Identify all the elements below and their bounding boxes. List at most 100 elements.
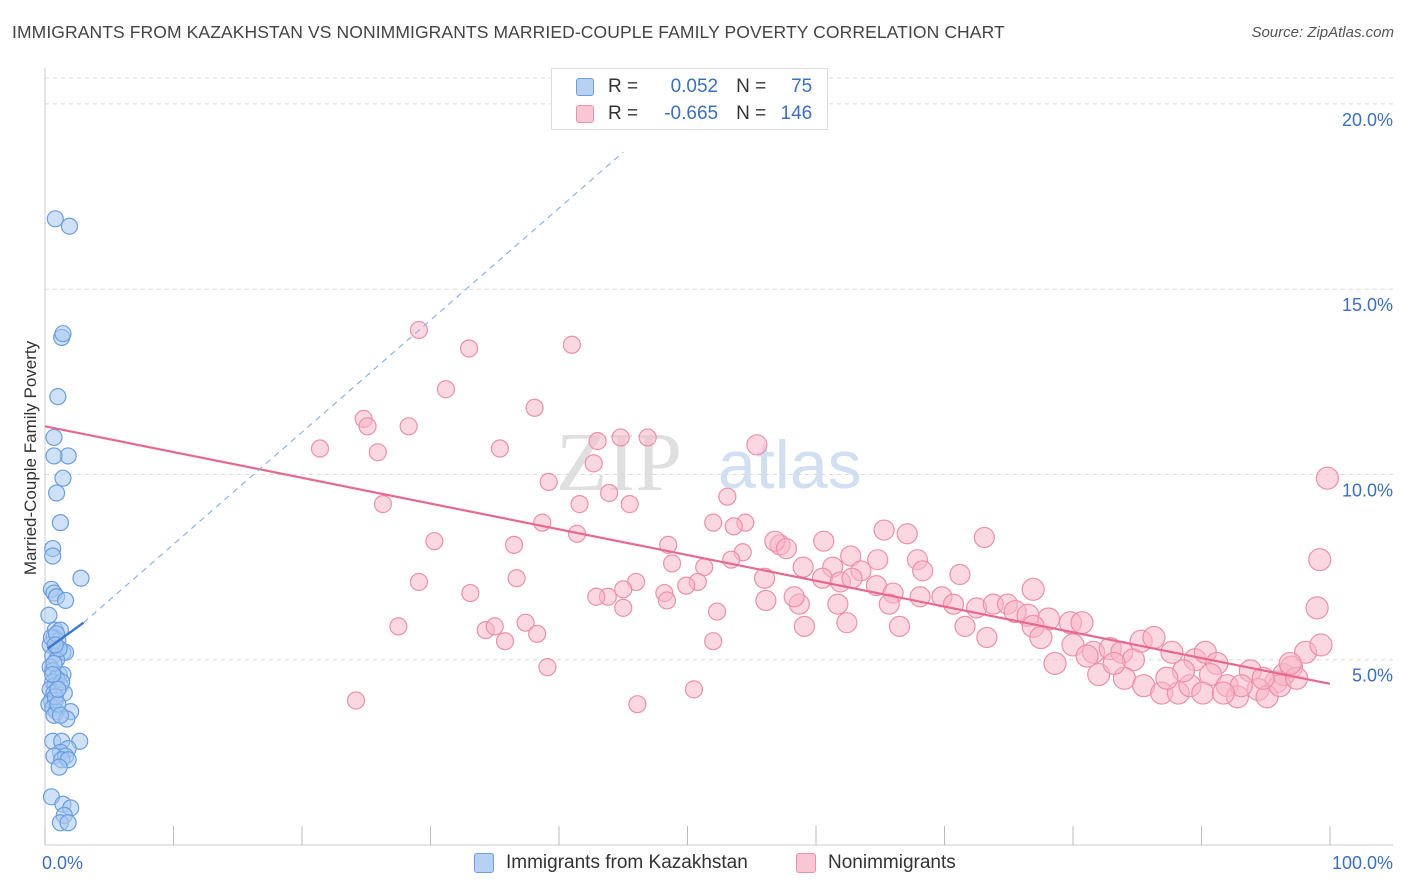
nonimmigrant-point <box>1305 596 1329 620</box>
nonimmigrant-point <box>949 563 971 586</box>
x-tick-label: 100.0% <box>1332 853 1393 873</box>
kazakhstan-point <box>56 591 75 610</box>
nonimmigrant-point <box>539 472 558 491</box>
nonimmigrant-point <box>507 569 526 588</box>
series-legend-label: Nonimmigrants <box>828 852 956 873</box>
nonimmigrant-point <box>628 695 647 714</box>
legend-row-kazakhstan: R = 0.052 N = 75 <box>576 76 812 98</box>
kazakhstan-trend-line <box>46 621 85 650</box>
legend-n-value: 146 <box>780 103 813 124</box>
y-tick-label: 5.0% <box>1352 666 1393 686</box>
y-tick-label: 10.0% <box>1342 480 1393 500</box>
kazakhstan-point <box>51 514 70 532</box>
tick-labels: 5.0% 10.0% 15.0% 20.0% 0.0% 100.0% <box>42 110 1393 873</box>
legend-r-label: R = <box>608 76 639 97</box>
nonimmigrant-point <box>836 612 858 634</box>
legend-n-value: 75 <box>791 76 813 97</box>
nonimmigrant-point <box>588 432 607 451</box>
nonimmigrant-point <box>718 487 737 506</box>
nonimmigrants-trend-line <box>44 425 1331 685</box>
nonimmigrant-point <box>399 417 418 436</box>
legend-r-value: 0.052 <box>670 76 719 97</box>
kazakhstan-trend-extension <box>83 151 624 624</box>
nonimmigrant-point <box>389 617 408 636</box>
kazakhstan-point <box>59 814 77 832</box>
nonimmigrant-point <box>793 615 816 637</box>
nonimmigrant-point <box>840 545 862 567</box>
nonimmigrant-point <box>942 593 965 615</box>
trend-lines <box>44 151 1331 685</box>
nonimmigrant-point <box>813 530 835 552</box>
nonimmigrant-point <box>373 495 393 514</box>
series-legend-label: Immigrants from Kazakhstan <box>506 852 748 873</box>
nonimmigrant-point <box>614 598 633 617</box>
nonimmigrant-point <box>662 554 682 573</box>
kazakhstan-point <box>47 484 66 502</box>
legend-r-label: R = <box>608 103 639 124</box>
kazakhstan-point <box>45 447 63 465</box>
nonimmigrant-point <box>1043 651 1067 676</box>
nonimmigrant-point <box>954 615 976 637</box>
watermark: ZIP atlas <box>556 416 862 509</box>
series-swatch-blue <box>474 853 494 873</box>
nonimmigrant-point <box>425 532 444 551</box>
nonimmigrant-point <box>753 567 776 589</box>
legend-n-label: N = <box>736 76 767 97</box>
nonimmigrant-point <box>684 680 704 699</box>
nonimmigrant-point <box>611 428 630 447</box>
nonimmigrant-point <box>368 443 387 462</box>
nonimmigrant-point <box>1251 666 1275 690</box>
nonimmigrant-point <box>707 602 727 621</box>
nonimmigrant-point <box>657 591 677 610</box>
nonimmigrant-point <box>1075 644 1099 668</box>
correlation-legend: R = 0.052 N = 75 R = -0.665 N = 146 <box>551 68 828 130</box>
nonimmigrant-point <box>704 632 723 651</box>
series-legend-kazakhstan[interactable]: Immigrants from Kazakhstan <box>474 852 748 874</box>
nonimmigrant-point <box>485 617 504 636</box>
kazakhstan-point <box>49 388 67 406</box>
legend-n-label: N = <box>736 103 767 124</box>
nonimmigrant-point <box>1278 651 1302 676</box>
nonimmigrant-point <box>659 535 678 554</box>
legend-swatch-pink <box>576 105 594 123</box>
kazakhstan-point <box>44 547 62 565</box>
nonimmigrant-point <box>896 523 918 545</box>
nonimmigrant-point <box>570 495 589 514</box>
series-swatch-pink <box>796 853 816 873</box>
nonimmigrant-point <box>459 339 479 358</box>
nonimmigrant-point <box>495 632 515 651</box>
series-legend-nonimmigrants[interactable]: Nonimmigrants <box>796 852 956 874</box>
nonimmigrant-point <box>310 439 330 458</box>
nonimmigrant-point <box>677 576 696 595</box>
source-credit: Source: ZipAtlas.com <box>1251 24 1394 41</box>
nonimmigrant-point <box>614 580 633 599</box>
kazakhstan-point <box>50 758 68 776</box>
nonimmigrant-point <box>1070 611 1094 635</box>
kazakhstan-point <box>45 428 63 447</box>
nonimmigrant-point <box>409 572 429 592</box>
nonimmigrant-point <box>600 483 619 503</box>
nonimmigrant-point <box>775 537 798 560</box>
nonimmigrant-point <box>533 513 552 532</box>
nonimmigrant-point <box>538 658 557 677</box>
nonimmigrant-point <box>841 567 863 589</box>
nonimmigrant-point <box>562 335 581 354</box>
nonimmigrant-point <box>867 549 889 571</box>
legend-row-nonimmigrants: R = -0.665 N = 146 <box>576 103 812 125</box>
nonimmigrant-point <box>704 513 723 532</box>
nonimmigrant-point <box>1211 681 1235 705</box>
nonimmigrant-point <box>873 519 895 541</box>
nonimmigrant-point <box>587 587 606 606</box>
nonimmigrant-point <box>1021 577 1045 601</box>
kazakhstan-point <box>49 680 67 698</box>
nonimmigrant-point <box>1102 651 1126 676</box>
nonimmigrant-point <box>755 589 777 612</box>
nonimmigrant-point <box>827 593 849 615</box>
axes <box>44 68 1393 846</box>
nonimmigrant-point <box>811 567 834 589</box>
nonimmigrant-point <box>504 535 524 554</box>
nonimmigrant-point <box>346 691 366 710</box>
legend-r-value: -0.665 <box>664 103 719 124</box>
y-tick-label: 15.0% <box>1342 295 1393 315</box>
nonimmigrant-point <box>878 593 900 615</box>
